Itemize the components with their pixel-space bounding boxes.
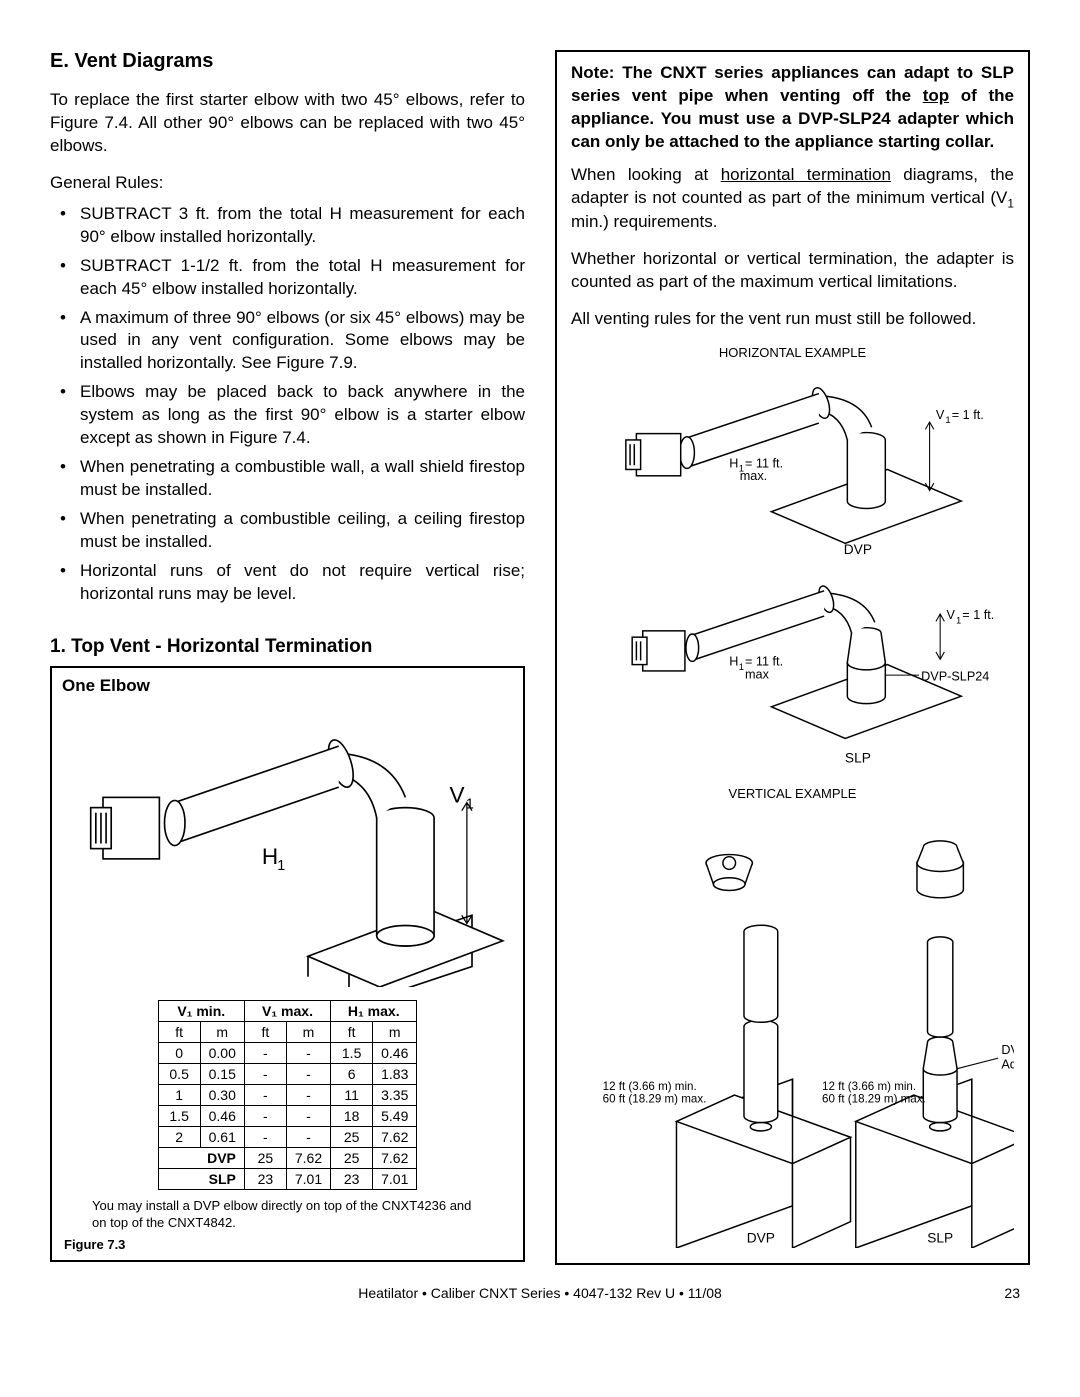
table-header-units: ftmftmftm <box>158 1021 417 1042</box>
rule-item: SUBTRACT 3 ft. from the total H measurem… <box>50 203 525 249</box>
vertical-example-diagram: 12 ft (3.66 m) min. 60 ft (18.29 m) max.… <box>571 805 1014 1248</box>
horizontal-example-title: HORIZONTAL EXAMPLE <box>571 345 1014 360</box>
table-row: 1.50.46--185.49 <box>158 1105 417 1126</box>
footer-page-number: 23 <box>980 1285 1020 1301</box>
unit-header: ft <box>331 1021 373 1042</box>
col-v1max: V₁ max. <box>244 1000 330 1021</box>
svg-text:V: V <box>936 408 945 422</box>
table-row: SLP237.01237.01 <box>158 1168 417 1189</box>
svg-text:1: 1 <box>739 662 744 673</box>
vertical-example-title: VERTICAL EXAMPLE <box>571 786 1014 801</box>
svg-text:60 ft (18.29 m) max.: 60 ft (18.29 m) max. <box>603 1093 707 1106</box>
svg-text:DVP-SLP24: DVP-SLP24 <box>1001 1043 1014 1057</box>
svg-text:H: H <box>262 844 278 869</box>
right-column: Note: The CNXT series appliances can ada… <box>555 50 1030 1265</box>
note-paragraph: Note: The CNXT series appliances can ada… <box>571 62 1014 154</box>
intro-paragraph: To replace the first starter elbow with … <box>50 89 525 158</box>
col-v1min: V₁ min. <box>158 1000 244 1021</box>
svg-text:max: max <box>745 667 770 681</box>
svg-text:Adapter: Adapter <box>1001 1058 1014 1072</box>
horizontal-example-diagram: H1 = 11 ft. max. V1 = 1 ft. DVP H1 = 11 … <box>571 364 1014 775</box>
rule-item: A maximum of three 90° elbows (or six 45… <box>50 307 525 376</box>
table-row: 00.00--1.50.46 <box>158 1042 417 1063</box>
unit-header: m <box>373 1021 417 1042</box>
svg-text:H: H <box>729 655 738 669</box>
rule-item: When penetrating a combustible wall, a w… <box>50 456 525 502</box>
svg-text:H: H <box>729 456 738 470</box>
svg-text:max.: max. <box>740 469 767 483</box>
general-rules-label: General Rules: <box>50 172 525 195</box>
svg-text:60 ft (18.29 m) max.: 60 ft (18.29 m) max. <box>822 1093 926 1106</box>
paragraph-1: When looking at horizontal termination d… <box>571 164 1014 234</box>
svg-text:= 1 ft.: = 1 ft. <box>962 608 994 622</box>
svg-text:SLP: SLP <box>845 751 871 766</box>
section-title: E. Vent Diagrams <box>50 50 525 73</box>
svg-text:1: 1 <box>466 796 474 812</box>
figure-caption: Figure 7.3 <box>64 1237 125 1252</box>
two-column-layout: E. Vent Diagrams To replace the first st… <box>50 50 1030 1265</box>
table-row: 10.30--113.35 <box>158 1084 417 1105</box>
svg-text:1: 1 <box>956 615 961 626</box>
rules-list: SUBTRACT 3 ft. from the total H measurem… <box>50 203 525 606</box>
svg-text:DVP: DVP <box>747 1231 775 1246</box>
table-row: 0.50.15--61.83 <box>158 1063 417 1084</box>
unit-header: ft <box>244 1021 286 1042</box>
svg-text:SLP: SLP <box>927 1231 953 1246</box>
svg-text:12 ft (3.66 m) min.: 12 ft (3.66 m) min. <box>603 1080 697 1093</box>
figure-box: One Elbow <box>50 666 525 1262</box>
rule-item: Horizontal runs of vent do not require v… <box>50 560 525 606</box>
unit-header: m <box>200 1021 244 1042</box>
table-row: DVP257.62257.62 <box>158 1147 417 1168</box>
svg-text:DVP-SLP24: DVP-SLP24 <box>921 669 989 683</box>
rule-item: When penetrating a combustible ceiling, … <box>50 508 525 554</box>
svg-text:V: V <box>449 782 464 807</box>
rule-item: SUBTRACT 1-1/2 ft. from the total H meas… <box>50 255 525 301</box>
unit-header: ft <box>158 1021 200 1042</box>
svg-text:1: 1 <box>945 415 950 426</box>
page: E. Vent Diagrams To replace the first st… <box>0 0 1080 1321</box>
svg-text:1: 1 <box>277 858 285 874</box>
table-row: 20.61--257.62 <box>158 1126 417 1147</box>
paragraph-3: All venting rules for the vent run must … <box>571 308 1014 331</box>
left-column: E. Vent Diagrams To replace the first st… <box>50 50 525 1265</box>
svg-text:12 ft (3.66 m) min.: 12 ft (3.66 m) min. <box>822 1080 916 1093</box>
footer-center: Heatilator • Caliber CNXT Series • 4047-… <box>100 1285 980 1301</box>
page-footer: Heatilator • Caliber CNXT Series • 4047-… <box>50 1285 1030 1301</box>
svg-text:V: V <box>946 608 955 622</box>
rule-item: Elbows may be placed back to back anywhe… <box>50 381 525 450</box>
table-footnote: You may install a DVP elbow directly on … <box>92 1198 483 1232</box>
one-elbow-diagram: H 1 V 1 <box>62 700 513 987</box>
table-header-groups: V₁ min. V₁ max. H₁ max. <box>158 1000 417 1021</box>
col-h1max: H₁ max. <box>331 1000 417 1021</box>
paragraph-2: Whether horizontal or vertical terminati… <box>571 248 1014 294</box>
unit-header: m <box>286 1021 330 1042</box>
subsection-title: 1. Top Vent - Horizontal Termination <box>50 636 525 658</box>
svg-text:= 1 ft.: = 1 ft. <box>952 408 984 422</box>
svg-text:DVP: DVP <box>844 542 872 557</box>
one-elbow-label: One Elbow <box>62 676 513 696</box>
spec-table: V₁ min. V₁ max. H₁ max. ftmftmftm 00.00-… <box>158 1000 418 1190</box>
